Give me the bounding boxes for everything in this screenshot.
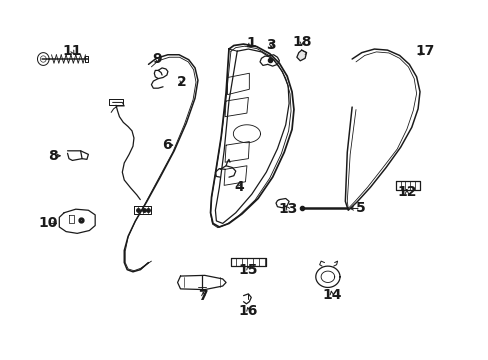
- Text: 11: 11: [62, 44, 82, 58]
- Text: 10: 10: [39, 216, 58, 230]
- Text: 14: 14: [322, 288, 341, 302]
- Text: 7: 7: [198, 289, 208, 303]
- Text: 16: 16: [238, 304, 258, 318]
- Text: 8: 8: [48, 149, 58, 163]
- Text: 4: 4: [234, 180, 244, 194]
- Text: 2: 2: [176, 75, 186, 89]
- Text: 3: 3: [266, 38, 275, 52]
- Text: 6: 6: [162, 138, 171, 152]
- Text: 5: 5: [355, 202, 365, 216]
- Text: 12: 12: [396, 185, 416, 199]
- Text: 1: 1: [246, 36, 256, 50]
- Text: 9: 9: [152, 52, 162, 66]
- Polygon shape: [296, 50, 306, 61]
- Text: 13: 13: [278, 202, 297, 216]
- Text: 17: 17: [414, 44, 434, 58]
- Text: 15: 15: [238, 263, 258, 277]
- Text: 18: 18: [291, 35, 311, 49]
